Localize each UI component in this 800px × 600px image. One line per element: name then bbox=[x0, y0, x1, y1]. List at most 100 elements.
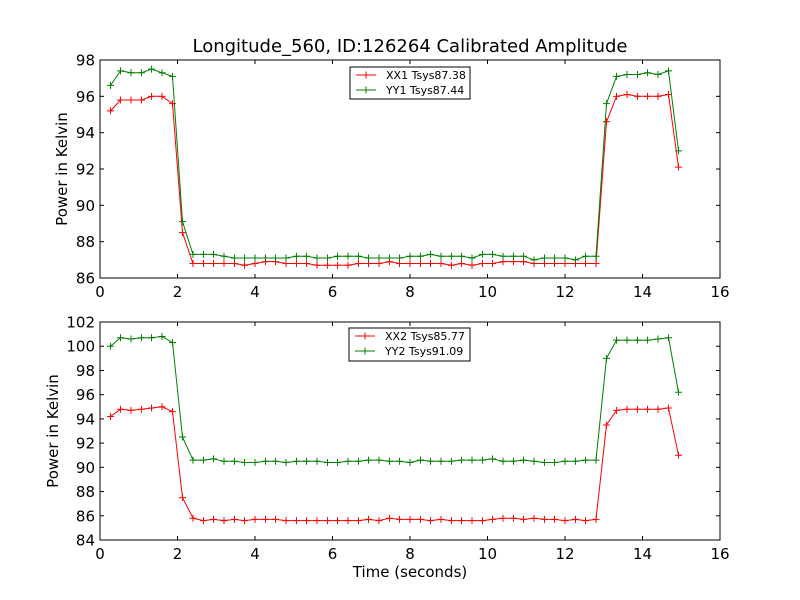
data-point-marker bbox=[230, 254, 238, 262]
data-point-marker bbox=[551, 515, 559, 523]
data-point-marker bbox=[189, 456, 197, 464]
data-point-marker bbox=[168, 339, 176, 347]
data-point-marker bbox=[592, 456, 600, 464]
data-point-marker bbox=[251, 515, 259, 523]
data-point-marker bbox=[354, 457, 362, 465]
x-tick-label: 0 bbox=[95, 283, 105, 301]
data-point-marker bbox=[354, 259, 362, 267]
data-point-marker bbox=[437, 515, 445, 523]
data-point-marker bbox=[447, 252, 455, 260]
x-tick-label: 10 bbox=[478, 545, 497, 563]
data-point-marker bbox=[427, 517, 435, 525]
x-tick-label: 0 bbox=[95, 545, 105, 563]
data-point-marker bbox=[447, 261, 455, 269]
data-point-marker bbox=[158, 92, 166, 100]
legend-box bbox=[349, 66, 471, 100]
data-point-marker bbox=[427, 250, 435, 258]
data-point-marker bbox=[561, 457, 569, 465]
data-point-marker bbox=[241, 517, 249, 525]
data-point-marker bbox=[148, 334, 156, 342]
data-point-marker bbox=[416, 515, 424, 523]
data-point-marker bbox=[530, 514, 538, 522]
data-point-marker bbox=[602, 354, 610, 362]
data-point-marker bbox=[613, 336, 621, 344]
data-point-marker bbox=[106, 107, 114, 115]
data-point-marker bbox=[468, 517, 476, 525]
data-point-marker bbox=[654, 335, 662, 343]
data-point-marker bbox=[561, 517, 569, 525]
data-point-marker bbox=[375, 254, 383, 262]
data-point-marker bbox=[148, 404, 156, 412]
data-point-marker bbox=[168, 72, 176, 80]
data-point-marker bbox=[334, 252, 342, 260]
data-point-marker bbox=[551, 254, 559, 262]
data-point-marker bbox=[313, 254, 321, 262]
data-point-marker bbox=[117, 67, 125, 75]
data-point-marker bbox=[282, 517, 290, 525]
data-point-marker bbox=[633, 336, 641, 344]
data-point-marker bbox=[582, 252, 590, 260]
data-point-marker bbox=[303, 259, 311, 267]
data-point-marker bbox=[365, 515, 373, 523]
data-point-marker bbox=[323, 517, 331, 525]
data-point-marker bbox=[551, 458, 559, 466]
data-point-marker bbox=[489, 515, 497, 523]
data-point-marker bbox=[127, 335, 135, 343]
data-point-marker bbox=[468, 254, 476, 262]
data-point-marker bbox=[416, 252, 424, 260]
data-point-marker bbox=[602, 118, 610, 126]
data-point-marker bbox=[323, 254, 331, 262]
data-point-marker bbox=[437, 457, 445, 465]
top-plot-panel: Longitude_560, ID:126264 Calibrated Ampl… bbox=[53, 36, 730, 301]
data-point-marker bbox=[241, 261, 249, 269]
data-point-marker bbox=[292, 259, 300, 267]
data-point-marker bbox=[592, 259, 600, 267]
data-point-marker bbox=[199, 517, 207, 525]
y-tick-label: 84 bbox=[76, 532, 95, 550]
y-axis-label: Power in Kelvin bbox=[44, 374, 62, 488]
data-point-marker bbox=[189, 259, 197, 267]
data-point-marker bbox=[199, 259, 207, 267]
y-axis-label: Power in Kelvin bbox=[53, 112, 71, 226]
data-point-marker bbox=[210, 259, 218, 267]
data-point-marker bbox=[137, 405, 145, 413]
data-point-marker bbox=[468, 261, 476, 269]
data-point-marker bbox=[117, 334, 125, 342]
data-point-marker bbox=[137, 334, 145, 342]
data-point-marker bbox=[478, 259, 486, 267]
legend-entry-label: XX1 Tsys87.38 bbox=[386, 69, 466, 82]
legend-box bbox=[348, 327, 471, 362]
x-tick-label: 8 bbox=[405, 545, 415, 563]
bottom-plot-panel: 0 2 4 6 8 10 12 14 16 84 86 88 90 92 94 96 98 100 102 Power… bbox=[44, 314, 730, 582]
y-tick-label: 90 bbox=[76, 197, 95, 215]
data-point-marker bbox=[458, 259, 466, 267]
data-point-marker bbox=[468, 456, 476, 464]
x-tick-label: 6 bbox=[328, 545, 338, 563]
data-point-marker bbox=[220, 259, 228, 267]
data-point-marker bbox=[664, 91, 672, 99]
x-tick-label: 12 bbox=[555, 283, 574, 301]
chart-title: Longitude_560, ID:126264 Calibrated Ampl… bbox=[193, 36, 628, 57]
data-point-marker bbox=[571, 256, 579, 264]
data-point-marker bbox=[623, 71, 631, 79]
data-point-marker bbox=[261, 515, 269, 523]
data-point-marker bbox=[427, 457, 435, 465]
legend-marker-sample bbox=[361, 332, 369, 340]
y-tick-label: 94 bbox=[76, 410, 95, 428]
data-point-marker bbox=[509, 252, 517, 260]
data-point-marker bbox=[158, 333, 166, 341]
x-tick-label: 14 bbox=[633, 545, 652, 563]
data-point-marker bbox=[179, 229, 187, 237]
data-point-marker bbox=[561, 254, 569, 262]
legend-entry-label: XX2 Tsys85.77 bbox=[385, 330, 465, 343]
data-point-marker bbox=[354, 517, 362, 525]
y-tick-label: 88 bbox=[76, 483, 95, 501]
data-point-marker bbox=[323, 261, 331, 269]
data-point-marker bbox=[458, 252, 466, 260]
data-point-marker bbox=[261, 457, 269, 465]
x-tick-label: 2 bbox=[173, 283, 183, 301]
data-point-marker bbox=[644, 336, 652, 344]
data-point-marker bbox=[499, 457, 507, 465]
data-point-marker bbox=[582, 259, 590, 267]
data-point-marker bbox=[633, 92, 641, 100]
